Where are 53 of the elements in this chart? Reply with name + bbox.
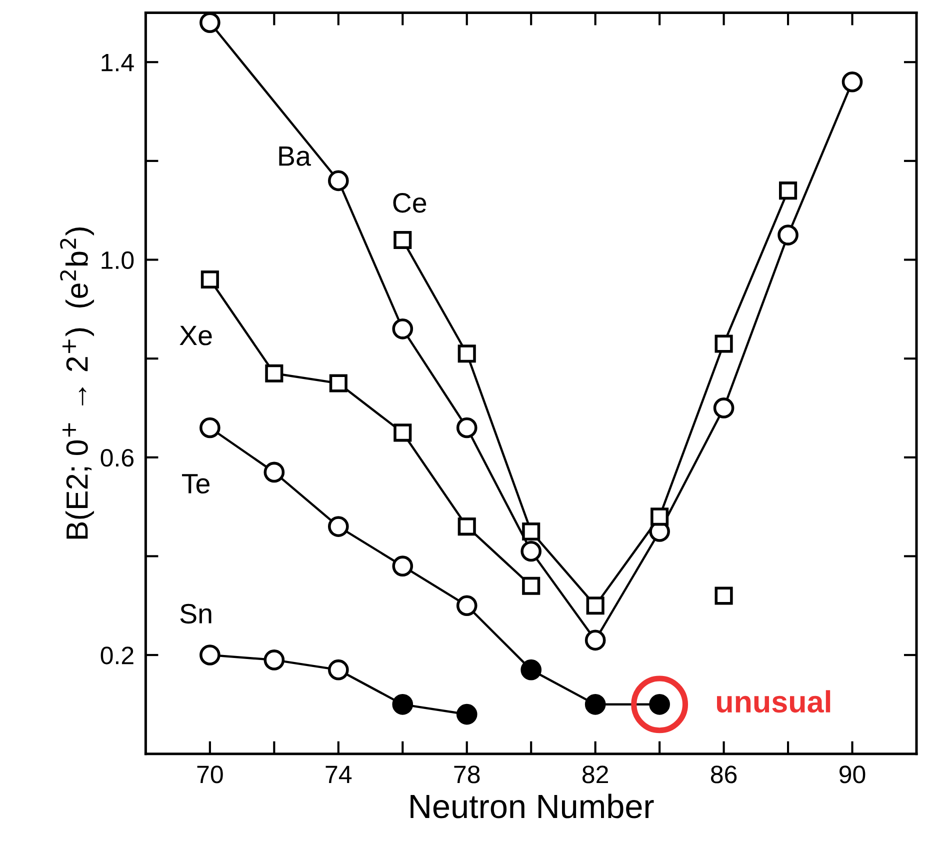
point: [264, 462, 285, 483]
point: [392, 694, 414, 715]
point: [714, 586, 733, 605]
x-tick-label: 86: [710, 766, 737, 784]
point: [200, 270, 219, 289]
x-tick-label: 70: [197, 766, 223, 784]
point: [520, 659, 542, 680]
text: B(E2; 0$^{+}$ → 2$^{+}$) (e$^{2}$b$^{2}$): [60, 227, 94, 539]
point: [264, 650, 285, 670]
point: [714, 334, 733, 353]
y-tick-label: 0.6: [100, 448, 134, 467]
y-tick-label: 1.0: [102, 251, 134, 270]
point: [458, 344, 476, 363]
point: [200, 644, 220, 666]
point: [392, 556, 414, 576]
point: [328, 516, 349, 537]
y-tick-label: 0.2: [100, 646, 134, 664]
point: [650, 508, 669, 526]
series-label: Sn: [180, 604, 212, 624]
point: [392, 318, 414, 340]
point: [458, 518, 476, 536]
point: [200, 417, 220, 438]
point: [778, 224, 798, 246]
point: [522, 522, 540, 541]
point: [456, 417, 478, 438]
point: [586, 596, 604, 615]
annotation: unusual: [717, 690, 830, 713]
series-label: Te: [182, 474, 210, 494]
point: [394, 424, 412, 442]
series-label: Ce: [393, 193, 426, 213]
x-tick-label: 74: [326, 766, 352, 784]
point: [328, 659, 349, 680]
point: [520, 540, 542, 562]
x-axis-title: Neutron Number: [410, 794, 654, 818]
x-tick-label: 90: [840, 766, 866, 784]
y-tick-label: 1.4: [102, 54, 134, 72]
point: [394, 230, 412, 250]
point: [522, 576, 540, 595]
series-label: Xe: [180, 326, 212, 346]
point: [584, 694, 606, 715]
point: [265, 364, 284, 382]
point: [329, 374, 348, 392]
x-tick-label: 82: [582, 766, 608, 784]
point: [779, 182, 798, 200]
point: [842, 71, 863, 92]
point: [456, 704, 478, 725]
point: [584, 630, 606, 651]
series-label: Ba: [279, 146, 311, 166]
point: [328, 170, 349, 192]
point: [200, 12, 220, 34]
point: [713, 398, 734, 418]
x-tick-label: 78: [454, 766, 480, 784]
point: [456, 595, 478, 616]
